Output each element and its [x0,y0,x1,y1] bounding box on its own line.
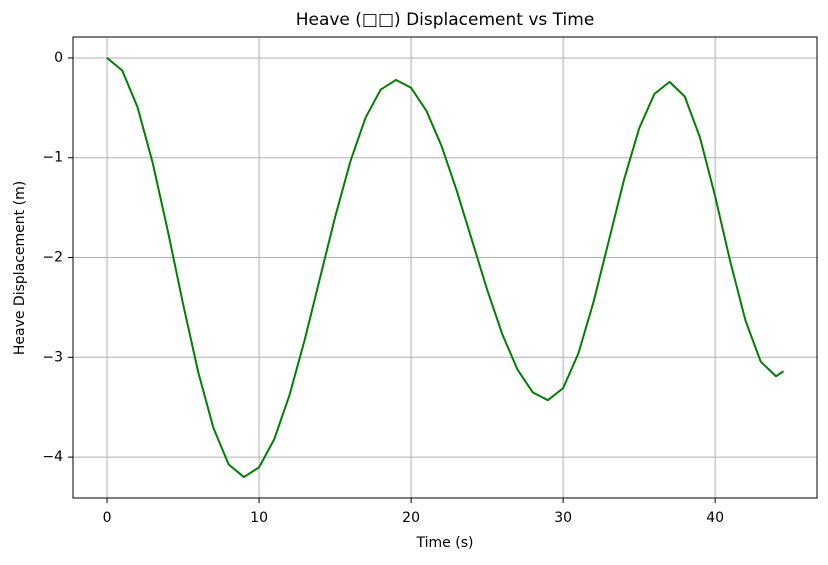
x-tick-label: 10 [250,510,268,526]
plot [106,57,785,479]
y-tick-label: −2 [42,250,63,266]
x-tick-label: 0 [103,510,112,526]
grid [73,37,817,498]
x-tick-label: 30 [554,510,572,526]
x-tick-label: 20 [402,510,420,526]
data-line [106,57,785,479]
x-tick-label: 40 [706,510,724,526]
y-tick-label: 0 [54,50,63,66]
y-tick-label: −3 [42,349,63,365]
x-axis-label: Time (s) [416,535,474,551]
y-tick-label: −4 [42,449,63,465]
y-tick-label: −1 [42,150,63,166]
y-axis-label: Heave Displacement (m) [12,181,28,355]
chart-title: Heave (□□) Displacement vs Time [296,10,595,30]
plot-frame [72,36,818,499]
